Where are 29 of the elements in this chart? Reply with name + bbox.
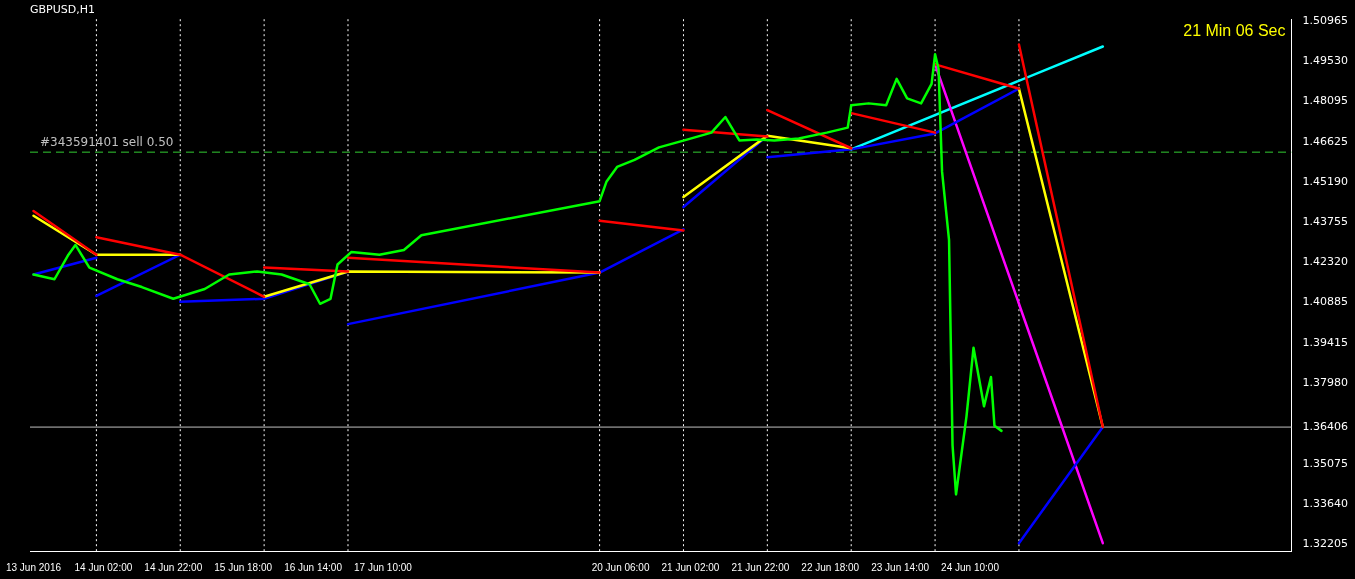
y-tick-label: 1.40885 [1302, 295, 1349, 309]
y-tick-label: 1.46625 [1302, 135, 1349, 149]
x-tick-label: 14 Jun 02:00 [74, 561, 133, 573]
y-tick-label: 1.50965 [1302, 14, 1349, 28]
x-tick-label: 20 Jun 06:00 [591, 561, 650, 573]
y-tick-label: 1.36406 [1302, 419, 1349, 433]
y-tick-label: 1.37980 [1302, 376, 1349, 390]
y-tick-label: 1.49530 [1302, 54, 1349, 68]
annotation: 21 Min 06 Sec [1183, 21, 1286, 39]
y-tick-label: 1.42320 [1302, 255, 1349, 269]
x-tick-label: 13 Jun 2016 [5, 561, 62, 573]
y-tick-label: 1.45190 [1302, 175, 1349, 189]
y-tick-label: 1.48095 [1302, 94, 1349, 108]
ref-line-label: #343591401 sell 0.50 [40, 135, 174, 150]
x-tick-label: 21 Jun 22:00 [731, 561, 790, 573]
x-tick-label: 23 Jun 14:00 [871, 561, 930, 573]
y-tick-label: 1.35075 [1302, 457, 1349, 471]
y-tick-label: 1.43755 [1302, 215, 1349, 229]
x-tick-label: 22 Jun 18:00 [801, 561, 860, 573]
x-tick-label: 17 Jun 10:00 [354, 561, 413, 573]
x-tick-label: 15 Jun 18:00 [214, 561, 273, 573]
y-tick-label: 1.39415 [1302, 336, 1349, 350]
x-tick-label: 16 Jun 14:00 [284, 561, 343, 573]
x-tick-label: 21 Jun 02:00 [661, 561, 720, 573]
chart-title: GBPUSD,H1 [30, 3, 95, 17]
x-tick-label: 24 Jun 10:00 [941, 561, 1000, 573]
y-tick-label: 1.33640 [1302, 497, 1349, 511]
x-tick-label: 14 Jun 22:00 [144, 561, 203, 573]
y-tick-label: 1.32205 [1302, 537, 1349, 551]
